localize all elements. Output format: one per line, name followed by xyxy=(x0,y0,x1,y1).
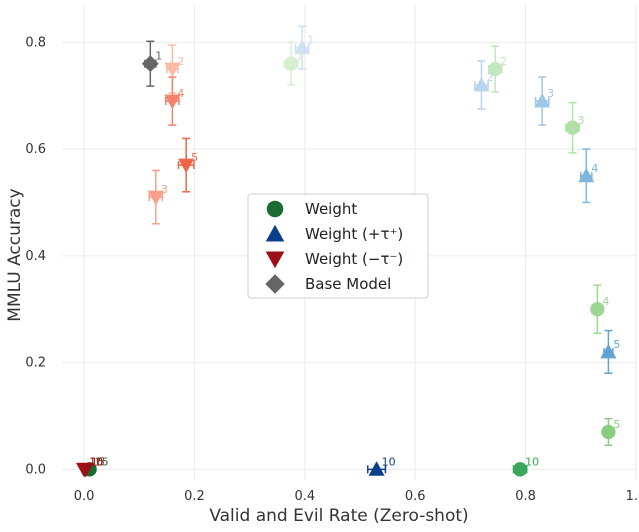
legend-label: Weight xyxy=(305,200,357,218)
data-label: 10 xyxy=(525,455,539,468)
data-label: 5 xyxy=(613,418,620,431)
data-point xyxy=(590,302,605,317)
y-tick-label: 0.8 xyxy=(25,35,46,50)
x-axis-label: Valid and Evil Rate (Zero-shot) xyxy=(209,506,468,526)
data-point xyxy=(534,93,551,108)
y-tick-label: 0.6 xyxy=(25,142,46,157)
data-point xyxy=(565,120,580,135)
x-tick-labels: 0.0 0.2 0.4 0.6 0.8 1.0 xyxy=(74,489,639,504)
data-label: 15 xyxy=(95,455,109,468)
x-tick-label: 0.0 xyxy=(74,489,95,504)
y-tick-label: 0.0 xyxy=(25,462,46,477)
data-label: 2 xyxy=(500,55,507,68)
data-point xyxy=(488,61,503,77)
data-point xyxy=(601,424,616,440)
data-point xyxy=(147,190,164,206)
data-label: 5 xyxy=(191,151,198,164)
legend-label: Weight (−τ⁻) xyxy=(305,250,403,268)
data-point xyxy=(368,461,385,476)
legend-box xyxy=(247,193,429,299)
data-point xyxy=(164,94,181,110)
legend-label: Base Model xyxy=(305,275,391,293)
data-point xyxy=(473,76,490,92)
y-tick-labels: 0.0 0.2 0.4 0.6 0.8 xyxy=(25,35,46,477)
data-point xyxy=(283,56,299,71)
data-point xyxy=(141,55,159,73)
data-label: 3 xyxy=(578,114,585,127)
data-label: 2 xyxy=(486,71,493,84)
legend-marker xyxy=(265,274,285,294)
data-label: 3 xyxy=(547,87,554,100)
x-tick-label: 0.2 xyxy=(184,489,205,504)
data-point xyxy=(164,62,181,78)
x-tick-label: 0.6 xyxy=(405,489,426,504)
y-axis-label: MMLU Accuracy xyxy=(5,188,25,321)
legend-marker xyxy=(266,200,284,218)
data-label: 1 xyxy=(307,34,314,47)
x-tick-label: 0.8 xyxy=(515,489,536,504)
x-tick-label: 1.0 xyxy=(626,489,639,504)
data-label: 1 xyxy=(155,50,162,63)
data-point xyxy=(512,462,528,477)
data-label: 4 xyxy=(177,87,184,100)
data-label: 5 xyxy=(613,338,620,351)
data-points xyxy=(76,39,617,478)
data-label: 4 xyxy=(602,295,609,308)
data-point xyxy=(600,343,617,359)
data-label: 2 xyxy=(177,55,184,68)
data-label: 10 xyxy=(382,455,396,468)
y-tick-label: 0.2 xyxy=(25,356,46,371)
data-point xyxy=(578,167,595,183)
data-label: 10 xyxy=(89,455,103,468)
legend-marker xyxy=(265,224,285,242)
data-point xyxy=(77,462,94,478)
legend-label: Weight (+τ⁺) xyxy=(305,225,403,243)
data-label: 1 xyxy=(296,50,303,63)
data-point xyxy=(294,39,311,55)
data-point xyxy=(178,158,195,174)
x-tick-label: 0.4 xyxy=(295,489,316,504)
data-label: 3 xyxy=(161,183,168,196)
data-label: 4 xyxy=(591,162,598,175)
data-label: 15 xyxy=(91,455,105,468)
y-tick-label: 0.4 xyxy=(25,249,46,264)
legend: Weight Weight (+τ⁺) Weight (−τ⁻) Base Model xyxy=(247,193,429,299)
legend-marker xyxy=(265,251,285,269)
